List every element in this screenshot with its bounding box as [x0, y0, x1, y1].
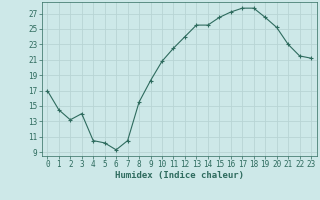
X-axis label: Humidex (Indice chaleur): Humidex (Indice chaleur)	[115, 171, 244, 180]
